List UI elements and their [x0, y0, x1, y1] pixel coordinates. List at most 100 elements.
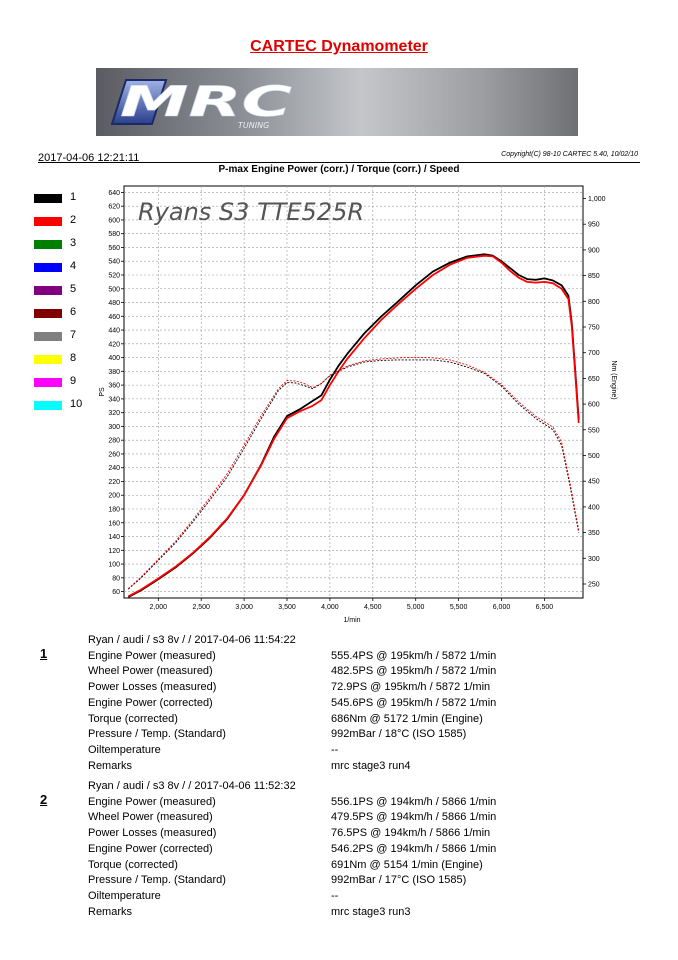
plot-area [123, 185, 584, 599]
run-row-label: Pressure / Temp. (Standard) [88, 728, 226, 741]
y-tick-label: 560 [108, 245, 120, 252]
legend-label: 10 [70, 398, 83, 410]
y2-tick-label: 350 [588, 530, 600, 537]
report-datetime: 2017-04-06 12:21:11 [38, 152, 140, 164]
run-row-value: 76.5PS @ 194km/h / 5866 1/min [331, 827, 491, 840]
y-tick-label: 520 [108, 272, 120, 279]
run-row-value: 556.1PS @ 194km/h / 5866 1/min [331, 795, 497, 808]
y-tick-label: 240 [108, 465, 120, 472]
logo-text: MRC [120, 77, 292, 126]
copyright-text: Copyright(C) 98-10 CARTEC 5.40, 10/02/10 [501, 151, 638, 158]
x-tick-label: 5,500 [450, 604, 468, 611]
x-axis-label: 1/min [343, 617, 360, 624]
y2-tick-label: 600 [588, 402, 600, 409]
run-row: Power Losses (measured) 76.5PS @ 194km/h … [88, 827, 648, 842]
run-block: 2 Ryan / audi / s3 8v / / 2017-04-06 11:5… [40, 780, 640, 920]
run-row-value: mrc stage3 run3 [331, 905, 411, 918]
y2-tick-label: 1,000 [588, 196, 606, 203]
logo-subtext: TUNING [238, 121, 269, 130]
y-tick-label: 160 [108, 520, 120, 527]
y2-tick-label: 750 [588, 325, 600, 332]
run-row-value: 482.5PS @ 195km/h / 5872 1/min [331, 665, 497, 678]
y-tick-label: 420 [108, 341, 120, 348]
legend-item: 10 [34, 397, 114, 415]
legend-swatch [34, 309, 62, 318]
y-tick-label: 260 [108, 451, 120, 458]
legend-label: 2 [70, 214, 77, 226]
x-tick-label: 3,500 [278, 604, 296, 611]
run-row: Oiltemperature -- [88, 890, 648, 905]
run-row: Engine Power (corrected) 545.6PS @ 195km/… [88, 697, 648, 712]
y-tick-label: 500 [108, 286, 120, 293]
run-row-label: Torque (corrected) [88, 858, 178, 871]
run-row: Remarks mrc stage3 run4 [88, 760, 648, 775]
run-row: Remarks mrc stage3 run3 [88, 906, 648, 921]
legend-swatch [34, 378, 62, 387]
run-row-label: Pressure / Temp. (Standard) [88, 874, 226, 887]
run-row: Power Losses (measured) 72.9PS @ 195km/h … [88, 681, 648, 696]
run-row-label: Oiltemperature [88, 889, 161, 902]
y2-tick-label: 300 [588, 556, 600, 563]
legend-item: 3 [34, 236, 114, 254]
legend-label: 1 [70, 191, 77, 203]
run-index: 1 [40, 646, 48, 661]
legend-item: 9 [34, 374, 114, 392]
y2-tick-label: 550 [588, 427, 600, 434]
report-title: CARTEC Dynamometer [250, 38, 428, 55]
legend-swatch [34, 263, 62, 272]
y2-tick-label: 950 [588, 222, 600, 229]
run-row-label: Engine Power (measured) [88, 795, 216, 808]
y-tick-label: 380 [108, 369, 120, 376]
y2-tick-label: 800 [588, 299, 600, 306]
run-row: Pressure / Temp. (Standard) 992mBar / 18°… [88, 728, 648, 743]
run-row-value: 992mBar / 18°C (ISO 1585) [331, 728, 467, 741]
run-row-value: mrc stage3 run4 [331, 759, 411, 772]
x-tick-label: 4,500 [364, 604, 382, 611]
y2-tick-label: 450 [588, 479, 600, 486]
run-row: Wheel Power (measured) 482.5PS @ 195km/h … [88, 665, 648, 680]
run-row: Pressure / Temp. (Standard) 992mBar / 17°… [88, 874, 648, 889]
y-tick-label: 540 [108, 259, 120, 266]
legend-item: 6 [34, 305, 114, 323]
header-rule [38, 162, 640, 163]
run-row-label: Oiltemperature [88, 743, 161, 756]
y2-tick-label: 400 [588, 504, 600, 511]
run-row-label: Torque (corrected) [88, 712, 178, 725]
run-block: 1 Ryan / audi / s3 8v / / 2017-04-06 11:5… [40, 634, 640, 774]
legend-label: 8 [70, 352, 77, 364]
run-row-value: 545.6PS @ 195km/h / 5872 1/min [331, 696, 497, 709]
x-tick-label: 2,500 [192, 604, 210, 611]
run-row-label: Power Losses (measured) [88, 827, 217, 840]
y-tick-label: 640 [108, 190, 120, 197]
legend-label: 3 [70, 237, 77, 249]
legend-label: 5 [70, 283, 77, 295]
run-row: Engine Power (measured) 556.1PS @ 194km/h… [88, 796, 648, 811]
run-row-value: 72.9PS @ 195km/h / 5872 1/min [331, 681, 491, 694]
y-tick-label: 580 [108, 231, 120, 238]
brand-banner: MRC TUNING [96, 68, 578, 136]
y-tick-label: 180 [108, 507, 120, 514]
run-row-value: 992mBar / 17°C (ISO 1585) [331, 874, 467, 887]
legend-item: 8 [34, 351, 114, 369]
y-tick-label: 460 [108, 314, 120, 321]
x-tick-label: 6,000 [493, 604, 511, 611]
run-row-label: Engine Power (corrected) [88, 696, 213, 709]
y-tick-label: 320 [108, 410, 120, 417]
run-row: Wheel Power (measured) 479.5PS @ 194km/h … [88, 811, 648, 826]
run-row: Oiltemperature -- [88, 744, 648, 759]
run-row-value: -- [331, 743, 339, 756]
legend-item: 4 [34, 259, 114, 277]
y-tick-label: 100 [108, 562, 120, 569]
y-tick-label: 360 [108, 383, 120, 390]
legend-label: 4 [70, 260, 77, 272]
y-tick-label: 400 [108, 355, 120, 362]
y-tick-label: 60 [112, 589, 120, 596]
legend-swatch [34, 194, 62, 203]
legend-swatch [34, 286, 62, 295]
run-row: Engine Power (corrected) 546.2PS @ 194km/… [88, 843, 648, 858]
x-tick-label: 4,000 [321, 604, 339, 611]
legend-label: 6 [70, 306, 77, 318]
y-axis-label: PS [99, 387, 106, 397]
y-tick-label: 220 [108, 479, 120, 486]
